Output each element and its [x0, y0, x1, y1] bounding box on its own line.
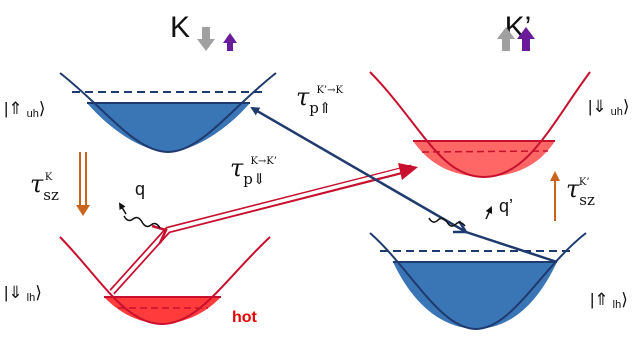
state-label-lower-right: |⇑ lh⟩: [590, 290, 628, 311]
intervalley-arrow-k-to-kprime: [109, 163, 418, 295]
rate-label-p-k-to-kprime: τp⇓K→K’: [230, 154, 277, 188]
valley-label-k: K: [170, 11, 190, 44]
rate-label-sz-k: τszK: [30, 170, 59, 204]
state-label-upper-right: |⇓ uh⟩: [588, 97, 630, 118]
phonon-q-label: q: [135, 179, 145, 199]
rate-label-p-kprime-to-k: τp⇑K’→K: [296, 83, 343, 117]
phonon-q-icon: [118, 202, 161, 229]
intervalley-arrow-kprime-to-k: [250, 106, 558, 264]
band-lower-right: [369, 232, 587, 331]
spin-indicator-k-icon: [197, 27, 237, 51]
state-label-upper-left: |⇑ uh⟩: [4, 99, 46, 120]
spin-indicator-k-prime-icon: [497, 27, 535, 51]
phonon-q-prime-label: q’: [499, 196, 513, 216]
spin-relaxation-arrow-left: [76, 152, 90, 216]
band-lower-left: [59, 236, 271, 326]
band-upper-right: [369, 71, 591, 179]
state-label-lower-left: |⇓ lh⟩: [4, 283, 42, 304]
band-upper-left: [59, 72, 277, 154]
rate-label-sz-k-prime: τszK’: [566, 175, 595, 209]
phonon-q-prime-icon: [428, 206, 493, 227]
hot-label: hot: [232, 309, 258, 326]
